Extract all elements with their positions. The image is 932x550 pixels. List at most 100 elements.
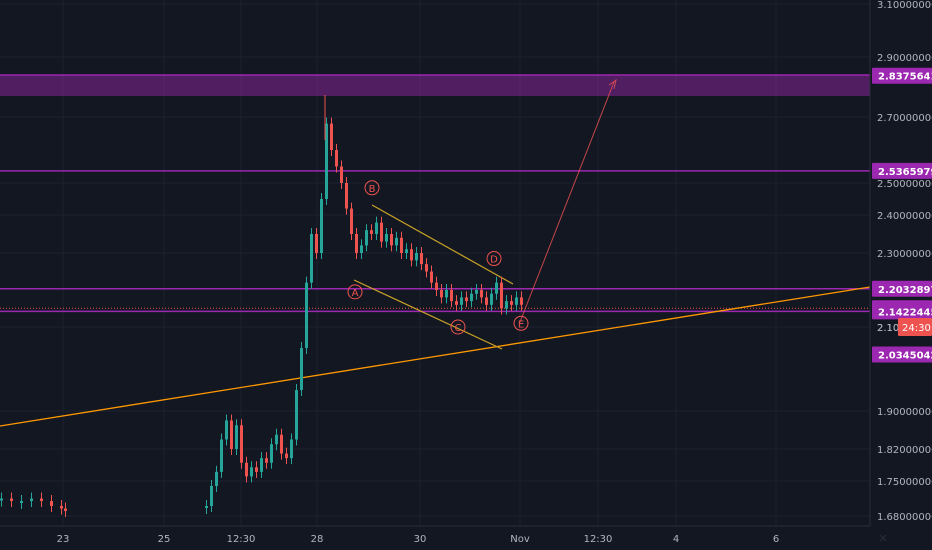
countdown-label: 24:30	[902, 323, 931, 334]
candle-body	[490, 293, 493, 305]
candle-body	[495, 282, 498, 294]
price-level-tag[interactable]	[872, 346, 932, 363]
price-axis[interactable]: 3.10000000 2.90000000 2.70000000 2.50000000…	[869, 0, 932, 526]
candle-body	[310, 234, 313, 283]
candle-body	[430, 271, 433, 283]
candle-body	[450, 290, 453, 302]
resistance-zone-layer	[0, 74, 870, 96]
price-tick-label: 3.10000000	[877, 0, 932, 11]
candle-body	[370, 230, 373, 234]
time-tick-label: 30	[414, 534, 427, 545]
candle-body	[460, 297, 463, 305]
price-tick-label: 2.30000000	[877, 249, 932, 260]
time-tick-label: 12:30	[584, 534, 613, 545]
candle-body	[360, 245, 363, 253]
candle-body	[20, 501, 23, 503]
price-level-tag[interactable]	[872, 280, 932, 297]
candle-body	[365, 230, 368, 246]
candle-body	[235, 425, 238, 449]
candle-body	[275, 434, 278, 445]
time-tick-label: 23	[57, 534, 70, 545]
price-tick-label: 1.82000000	[877, 445, 932, 456]
candle-body	[240, 425, 243, 463]
wave-labels-layer: A B C D E	[347, 180, 529, 335]
candle-body	[425, 264, 428, 272]
wave-label: E	[518, 319, 524, 330]
candle-body	[260, 458, 263, 472]
price-tick-label: 1.90000000	[877, 407, 932, 418]
candle-body	[350, 208, 353, 234]
time-tick-label: 6	[773, 534, 779, 545]
rising-trendline	[0, 286, 871, 427]
candle-body	[380, 222, 383, 242]
candle-body	[30, 498, 33, 501]
candle-body	[210, 486, 213, 506]
price-level-tag-label: 2.83756414	[878, 72, 932, 83]
candle-body	[60, 506, 63, 509]
wave-label-circle	[347, 284, 363, 300]
candle-body	[330, 123, 333, 150]
candle-body	[265, 458, 268, 463]
horizontal-levels-layer	[0, 170, 870, 313]
price-tick-label: 1.75000000	[877, 477, 932, 488]
candle-body	[245, 462, 248, 477]
candle-body	[415, 253, 418, 261]
time-tick-label: 12:30	[227, 534, 256, 545]
channel-lower-line	[353, 279, 503, 350]
time-tick-label: 28	[311, 534, 324, 545]
candle-body	[50, 501, 53, 506]
corner-box	[870, 526, 932, 550]
candle-body	[290, 439, 293, 459]
candle-body	[205, 506, 208, 508]
candle-body	[315, 234, 318, 253]
price-level-tag[interactable]	[872, 67, 932, 84]
candle-body	[225, 420, 228, 440]
price-level-tag-label: 2.14224458	[878, 307, 932, 318]
price-tick-label: 2.70000000	[877, 113, 932, 124]
time-tick-label: Nov	[510, 534, 530, 545]
price-level-tag-label: 2.03450428	[878, 351, 932, 362]
candle-body	[420, 253, 423, 265]
candle-body	[400, 237, 403, 253]
candle-body	[250, 467, 253, 477]
candle-body	[405, 249, 408, 253]
projection-arrow-head	[608, 78, 617, 90]
price-level-tag-label: 2.20328977	[878, 285, 932, 296]
price-tick-label: 2.40000000	[877, 211, 932, 222]
time-axis[interactable]: 23 25 12:30 28 30 Nov 12:30 4 6	[0, 525, 932, 550]
wave-label: A	[352, 288, 359, 299]
candle-body	[325, 123, 328, 199]
candle-body	[230, 420, 233, 449]
candle-body	[385, 234, 388, 242]
candle-body	[355, 234, 358, 253]
price-tick-label: 1.68000000	[877, 512, 932, 523]
candles-layer	[0, 95, 523, 517]
price-level-tag[interactable]	[872, 162, 932, 179]
candle-body	[40, 498, 43, 501]
candle-body	[455, 301, 458, 305]
candle-body	[345, 183, 348, 209]
price-tick-label: 2.50000000	[877, 179, 932, 190]
candle-body	[500, 282, 503, 309]
price-tick-label: 2.90000000	[877, 53, 932, 64]
resistance-zone	[0, 75, 870, 96]
candle-body	[475, 290, 478, 294]
time-axis-bg	[0, 526, 932, 550]
candle-body	[485, 297, 488, 305]
time-tick-label: 4	[673, 534, 679, 545]
candle-body	[255, 467, 258, 472]
trend-lines-layer	[0, 78, 871, 427]
countdown-tag[interactable]	[898, 318, 932, 336]
time-tick-label: 25	[158, 534, 171, 545]
candle-body	[440, 290, 443, 298]
candle-body	[320, 199, 323, 253]
candle-body	[375, 222, 378, 234]
candle-body	[520, 297, 523, 305]
settings-icon[interactable]	[879, 534, 887, 542]
candle-body	[505, 301, 508, 309]
price-level-tag[interactable]	[872, 303, 932, 320]
candle-body	[64, 508, 67, 511]
candle-body	[215, 471, 218, 486]
candle-body	[515, 297, 518, 305]
